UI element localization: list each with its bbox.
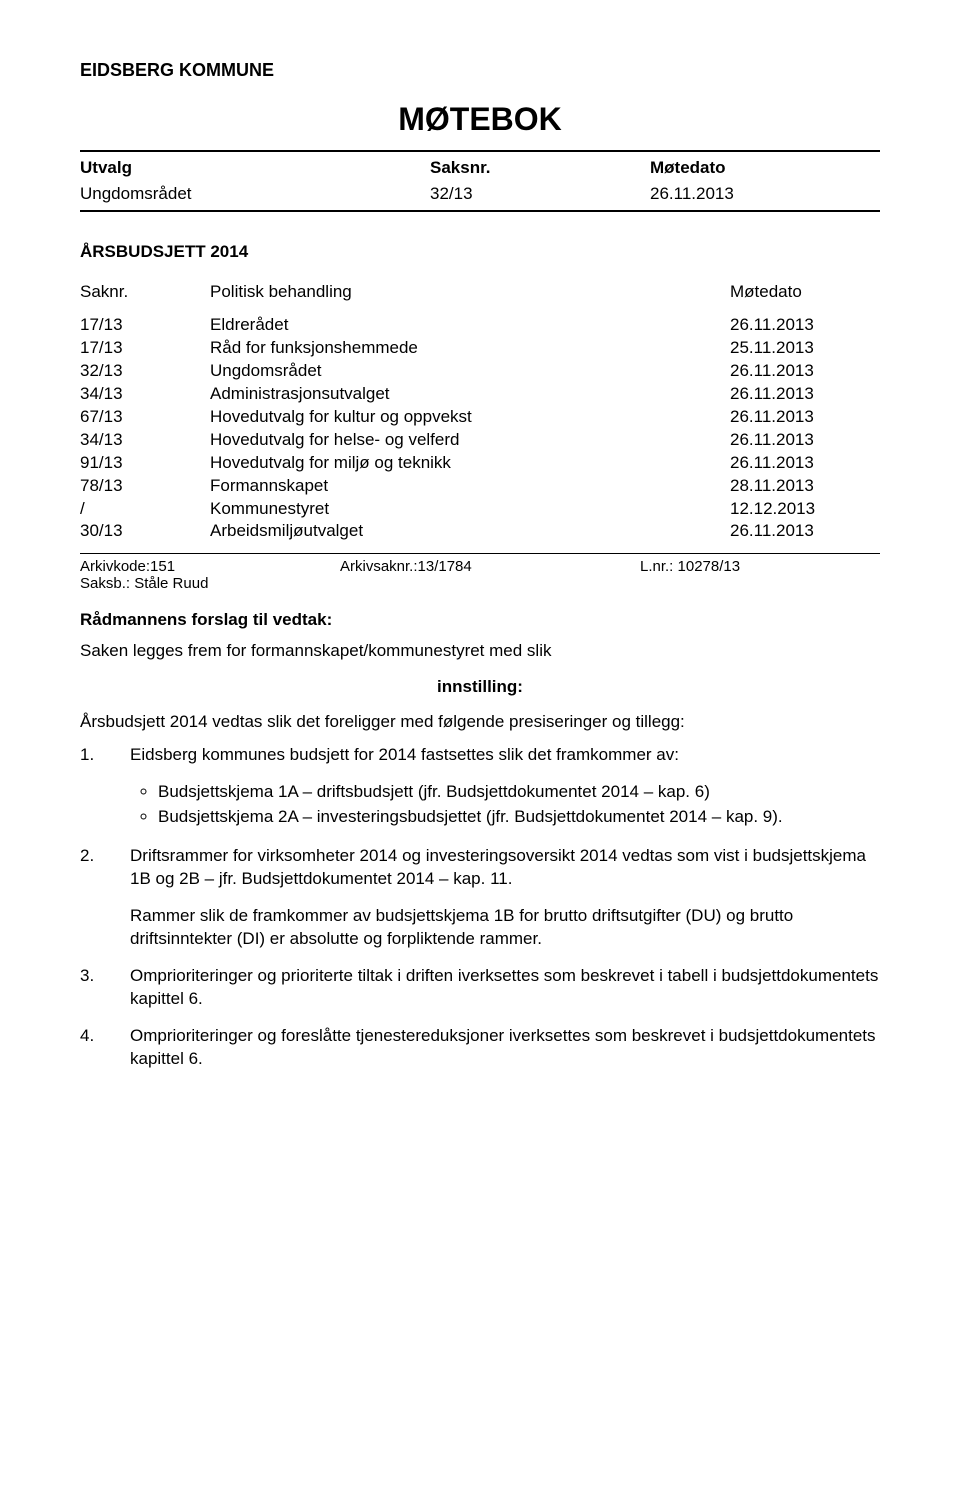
pb-cell-behandling: Råd for funksjonshemmede [210, 337, 730, 360]
list-item-content: Omprioriteringer og prioriterte tiltak i… [130, 965, 880, 1011]
list-item-number: 2. [80, 845, 130, 951]
list-item-number: 1. [80, 744, 130, 831]
pb-cell-behandling: Hovedutvalg for helse- og velferd [210, 429, 730, 452]
section-title: ÅRSBUDSJETT 2014 [80, 242, 880, 262]
pb-row: 78/13Formannskapet28.11.2013 [80, 475, 880, 498]
list-item-content: Driftsrammer for virksomheter 2014 og in… [130, 845, 880, 951]
meta-value-motedato: 26.11.2013 [650, 184, 880, 204]
list-item: 3.Omprioriteringer og prioriterte tiltak… [80, 965, 880, 1011]
forslag-intro: Saken legges frem for formannskapet/komm… [80, 640, 880, 663]
pb-cell-saknr: 67/13 [80, 406, 210, 429]
pb-row: 17/13Eldrerådet26.11.2013 [80, 314, 880, 337]
arkiv-saknr: Arkivsaknr.:13/1784 [340, 558, 640, 575]
pb-row: 32/13Ungdomsrådet26.11.2013 [80, 360, 880, 383]
pb-cell-behandling: Arbeidsmiljøutvalget [210, 520, 730, 543]
pb-row: 34/13Administrasjonsutvalget26.11.2013 [80, 383, 880, 406]
pb-rows-container: 17/13Eldrerådet26.11.201317/13Råd for fu… [80, 314, 880, 543]
pb-cell-dato: 28.11.2013 [730, 475, 880, 498]
pb-cell-dato: 26.11.2013 [730, 520, 880, 543]
pb-cell-saknr: 78/13 [80, 475, 210, 498]
divider [80, 553, 880, 554]
bullet-item: Budsjettskjema 1A – driftsbudsjett (jfr.… [158, 781, 880, 804]
pb-cell-saknr: 32/13 [80, 360, 210, 383]
pb-cell-dato: 26.11.2013 [730, 360, 880, 383]
pb-cell-behandling: Formannskapet [210, 475, 730, 498]
forslag-title: Rådmannens forslag til vedtak: [80, 610, 880, 630]
innstilling-intro: Årsbudsjett 2014 vedtas slik det forelig… [80, 711, 880, 734]
pb-cell-dato: 25.11.2013 [730, 337, 880, 360]
list-item-subtext: Rammer slik de framkommer av budsjettskj… [130, 905, 880, 951]
pb-cell-behandling: Ungdomsrådet [210, 360, 730, 383]
pb-row: 67/13Hovedutvalg for kultur og oppvekst2… [80, 406, 880, 429]
pb-header-row: Saknr. Politisk behandling Møtedato [80, 282, 880, 302]
pb-cell-behandling: Eldrerådet [210, 314, 730, 337]
pb-cell-behandling: Hovedutvalg for kultur og oppvekst [210, 406, 730, 429]
pb-row: 34/13Hovedutvalg for helse- og velferd26… [80, 429, 880, 452]
bullet-item: Budsjettskjema 2A – investeringsbudsjett… [158, 806, 880, 829]
list-item-text: Omprioriteringer og foreslåtte tjenester… [130, 1025, 880, 1071]
pb-cell-dato: 12.12.2013 [730, 498, 880, 521]
meta-value-saksnr: 32/13 [430, 184, 650, 204]
pb-cell-saknr: 34/13 [80, 383, 210, 406]
arkiv-row: Arkivkode:151 Arkivsaknr.:13/1784 L.nr.:… [80, 558, 880, 575]
pb-row: 17/13Råd for funksjonshemmede25.11.2013 [80, 337, 880, 360]
bullet-list: Budsjettskjema 1A – driftsbudsjett (jfr.… [130, 781, 880, 829]
list-item-number: 3. [80, 965, 130, 1011]
list-item-text: Driftsrammer for virksomheter 2014 og in… [130, 845, 880, 891]
arkiv-kode: Arkivkode:151 [80, 558, 340, 575]
pb-cell-saknr: 17/13 [80, 314, 210, 337]
pb-cell-behandling: Kommunestyret [210, 498, 730, 521]
pb-cell-saknr: / [80, 498, 210, 521]
pb-cell-saknr: 30/13 [80, 520, 210, 543]
pb-header-behandling: Politisk behandling [210, 282, 730, 302]
document-title: MØTEBOK [80, 101, 880, 138]
list-item: 2.Driftsrammer for virksomheter 2014 og … [80, 845, 880, 951]
pb-cell-dato: 26.11.2013 [730, 429, 880, 452]
arkiv-lnr: L.nr.: 10278/13 [640, 558, 880, 575]
list-item-number: 4. [80, 1025, 130, 1071]
meta-label-utvalg: Utvalg [80, 158, 430, 178]
org-name: EIDSBERG KOMMUNE [80, 60, 880, 81]
numbered-list: 1.Eidsberg kommunes budsjett for 2014 fa… [80, 744, 880, 1070]
list-item-content: Omprioriteringer og foreslåtte tjenester… [130, 1025, 880, 1071]
pb-cell-behandling: Administrasjonsutvalget [210, 383, 730, 406]
document-page: EIDSBERG KOMMUNE MØTEBOK Utvalg Saksnr. … [0, 0, 960, 1125]
pb-cell-dato: 26.11.2013 [730, 383, 880, 406]
list-item-text: Eidsberg kommunes budsjett for 2014 fast… [130, 744, 880, 767]
pb-cell-saknr: 17/13 [80, 337, 210, 360]
pb-header-saknr: Saknr. [80, 282, 210, 302]
pb-row: 91/13Hovedutvalg for miljø og teknikk26.… [80, 452, 880, 475]
meta-label-motedato: Møtedato [650, 158, 880, 178]
list-item: 4.Omprioriteringer og foreslåtte tjenest… [80, 1025, 880, 1071]
meta-value-utvalg: Ungdomsrådet [80, 184, 430, 204]
pb-cell-saknr: 91/13 [80, 452, 210, 475]
divider [80, 210, 880, 212]
list-item-content: Eidsberg kommunes budsjett for 2014 fast… [130, 744, 880, 831]
pb-row: 30/13Arbeidsmiljøutvalget26.11.2013 [80, 520, 880, 543]
arkiv-saksb: Saksb.: Ståle Ruud [80, 575, 880, 592]
meta-header-row: Utvalg Saksnr. Møtedato [80, 158, 880, 178]
pb-header-dato: Møtedato [730, 282, 880, 302]
innstilling-label: innstilling: [80, 677, 880, 697]
divider [80, 150, 880, 152]
list-item-text: Omprioriteringer og prioriterte tiltak i… [130, 965, 880, 1011]
pb-cell-dato: 26.11.2013 [730, 406, 880, 429]
pb-cell-dato: 26.11.2013 [730, 452, 880, 475]
pb-cell-dato: 26.11.2013 [730, 314, 880, 337]
pb-cell-behandling: Hovedutvalg for miljø og teknikk [210, 452, 730, 475]
pb-cell-saknr: 34/13 [80, 429, 210, 452]
list-item: 1.Eidsberg kommunes budsjett for 2014 fa… [80, 744, 880, 831]
meta-value-row: Ungdomsrådet 32/13 26.11.2013 [80, 184, 880, 204]
pb-row: /Kommunestyret12.12.2013 [80, 498, 880, 521]
meta-label-saksnr: Saksnr. [430, 158, 650, 178]
